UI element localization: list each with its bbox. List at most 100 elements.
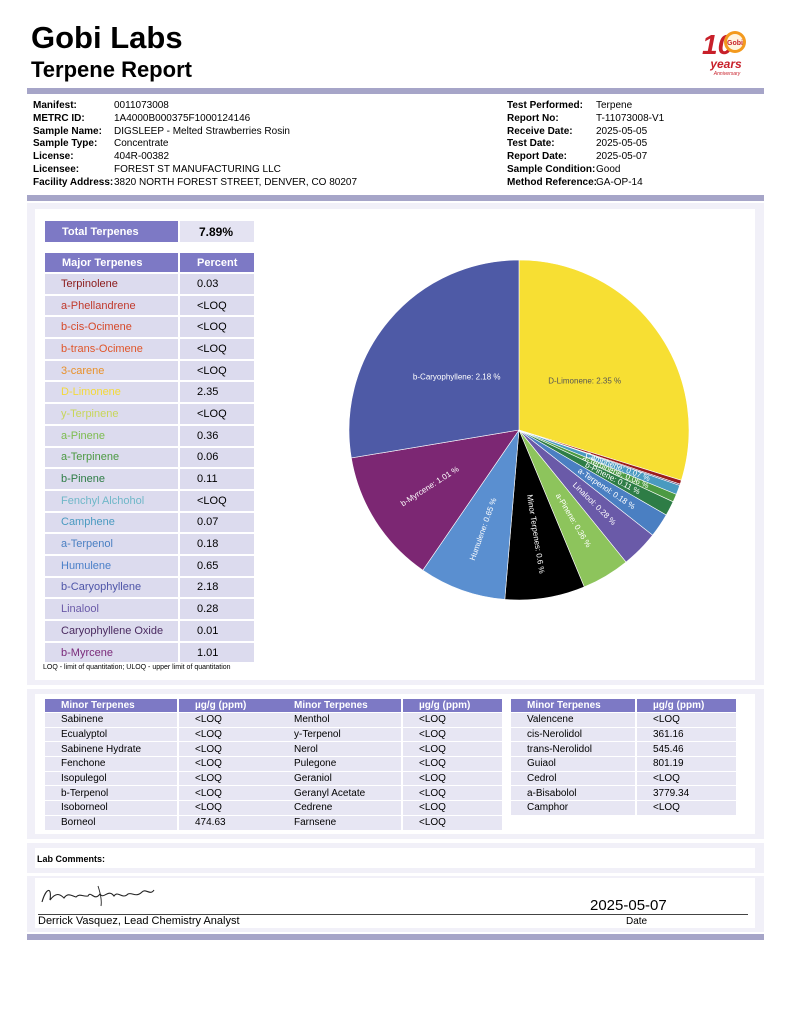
minor-terpene-value: <LOQ <box>403 771 502 786</box>
minor-terpene-value: <LOQ <box>179 757 278 771</box>
minor-terpene-value: <LOQ <box>403 757 502 771</box>
anniversary-logo-icon: 10 Gobi years Anniversary <box>702 29 746 77</box>
minor-table-2: Minor Terpenes µg/g (ppm) Menthol <LOQ y-Ter… <box>276 698 504 831</box>
pie-slice-label: D-Limonene: 2.35 % <box>548 377 621 386</box>
pie-slice <box>350 429 520 571</box>
minor-terpene-name: Cedrol <box>511 771 635 786</box>
minor-header-name: Minor Terpenes <box>45 699 177 712</box>
minor-terpene-name: Fenchone <box>45 757 177 771</box>
minor-terpene-value: <LOQ <box>403 801 502 815</box>
anniversary-logo: 10 Gobi years Anniversary <box>700 22 752 78</box>
report-title: Terpene Report <box>31 57 192 82</box>
signature-image <box>38 880 168 910</box>
minor-header-unit: µg/g (ppm) <box>637 699 736 712</box>
minor-terpene-row: Ecualyptol <LOQ <box>45 727 278 742</box>
major-terpenes-table: Major Terpenes Percent Terpinolene 0.03 a-… <box>43 251 256 664</box>
major-header-percent: Percent <box>180 253 254 272</box>
minor-terpene-row: Sabinene <LOQ <box>45 713 278 727</box>
meta-row: Licensee: FOREST ST MANUFACTURING LLC <box>33 164 357 177</box>
major-terpene-value: 0.28 <box>180 599 254 619</box>
lab-comments-label: Lab Comments: <box>37 854 106 864</box>
meta-row: Sample Condition: Good <box>507 164 664 177</box>
minor-terpene-name: cis-Nerolidol <box>511 727 635 742</box>
meta-row: Report No: T-11073008-V1 <box>507 113 664 126</box>
major-terpene-value: 0.11 <box>180 469 254 489</box>
major-terpene-row: Linalool 0.28 <box>45 599 254 619</box>
meta-value: GA-OP-14 <box>596 176 643 188</box>
minor-terpene-value: 474.63 <box>179 815 278 830</box>
major-terpene-name: a-Phellandrene <box>45 295 178 316</box>
minor-terpene-value: <LOQ <box>637 801 736 815</box>
minor-terpene-name: Cedrene <box>278 801 401 815</box>
meta-row: Manifest: 0011073008 <box>33 100 357 113</box>
minor-terpene-value: <LOQ <box>403 742 502 757</box>
major-terpene-row: Caryophyllene Oxide 0.01 <box>45 621 254 641</box>
pie-chart-svg: D-Limonene: 2.35 %Camphene: 0.07 %a-Terp… <box>348 259 690 601</box>
comments-panel <box>27 843 764 873</box>
meta-label: License: <box>33 151 74 163</box>
minor-terpene-row: y-Terpenol <LOQ <box>278 727 502 742</box>
major-header-name: Major Terpenes <box>45 253 178 272</box>
meta-label: Report No: <box>507 112 559 124</box>
major-terpene-row: b-Pinene 0.11 <box>45 469 254 489</box>
meta-label: METRC ID: <box>33 112 85 124</box>
minor-terpene-name: Geraniol <box>278 771 401 786</box>
minor-table-3: Minor Terpenes µg/g (ppm) Valencene <LOQ cis… <box>509 698 738 816</box>
minor-terpene-row: Menthol <LOQ <box>278 713 502 727</box>
logo-badge: Gobi <box>727 40 743 47</box>
major-terpene-name: 3-carene <box>45 360 178 381</box>
major-terpene-row: a-Terpinene 0.06 <box>45 447 254 468</box>
meta-label: Test Date: <box>507 138 555 150</box>
meta-label: Facility Address: <box>33 176 114 188</box>
major-terpene-name: Humulene <box>45 555 178 576</box>
major-terpene-value: 0.06 <box>180 447 254 468</box>
major-terpene-row: b-cis-Ocimene <LOQ <box>45 317 254 338</box>
major-terpene-row: Camphene 0.07 <box>45 512 254 533</box>
meta-row: Facility Address: 3820 NORTH FOREST STREE… <box>33 177 357 190</box>
minor-terpene-row: Guiaol 801.19 <box>511 757 736 771</box>
meta-value: 1A4000B000375F1000124146 <box>114 112 251 124</box>
minor-terpene-name: y-Terpenol <box>278 727 401 742</box>
minor-terpene-row: cis-Nerolidol 361.16 <box>511 727 736 742</box>
major-terpene-name: Linalool <box>45 599 178 619</box>
major-terpene-row: y-Terpinene <LOQ <box>45 404 254 424</box>
meta-value: 2025-05-05 <box>596 138 648 150</box>
minor-header-name: Minor Terpenes <box>511 699 635 712</box>
minor-terpene-name: Sabinene <box>45 713 177 727</box>
major-terpene-row: Humulene 0.65 <box>45 555 254 576</box>
minor-header-name: Minor Terpenes <box>278 699 401 712</box>
major-terpene-value: <LOQ <box>180 317 254 338</box>
minor-terpene-value: 801.19 <box>637 757 736 771</box>
minor-terpene-name: Valencene <box>511 713 635 727</box>
minor-terpene-name: Nerol <box>278 742 401 757</box>
meta-label: Report Date: <box>507 151 568 163</box>
meta-row: License: 404R-00382 <box>33 151 357 164</box>
footer-divider <box>27 934 764 940</box>
minor-terpene-value: <LOQ <box>179 801 278 815</box>
minor-terpene-name: a-Bisabolol <box>511 786 635 801</box>
major-terpene-name: Fenchyl Alchohol <box>45 490 178 511</box>
meta-value: FOREST ST MANUFACTURING LLC <box>114 163 281 175</box>
minor-terpene-row: trans-Nerolidol 545.46 <box>511 742 736 757</box>
major-terpene-name: b-Myrcene <box>45 642 178 663</box>
total-terpenes-label: Total Terpenes <box>45 221 178 242</box>
pie-slice <box>422 428 520 600</box>
minor-terpene-value: <LOQ <box>403 815 502 830</box>
company-name: Gobi Labs <box>31 20 183 55</box>
minor-terpene-row: Borneol 474.63 <box>45 815 278 830</box>
major-terpene-row: Fenchyl Alchohol <LOQ <box>45 490 254 511</box>
minor-header-unit: µg/g (ppm) <box>403 699 502 712</box>
major-terpene-name: y-Terpinene <box>45 404 178 424</box>
major-terpene-value: 1.01 <box>180 642 254 663</box>
logo-anniversary: Anniversary <box>713 71 741 77</box>
minor-terpene-name: Ecualyptol <box>45 727 177 742</box>
meta-left: Manifest: 0011073008 METRC ID: 1A4000B00037… <box>33 100 357 190</box>
terpene-pie-chart: D-Limonene: 2.35 % Camphene: 0.07 % a-Terp… <box>344 255 694 610</box>
major-terpene-value: 0.03 <box>180 274 254 294</box>
major-terpene-name: a-Pinene <box>45 425 178 446</box>
major-terpene-value: 0.18 <box>180 534 254 554</box>
minor-header-unit: µg/g (ppm) <box>179 699 278 712</box>
minor-terpene-value: 3779.34 <box>637 786 736 801</box>
minor-terpene-name: Camphor <box>511 801 635 815</box>
minor-terpene-row: Cedrol <LOQ <box>511 771 736 786</box>
